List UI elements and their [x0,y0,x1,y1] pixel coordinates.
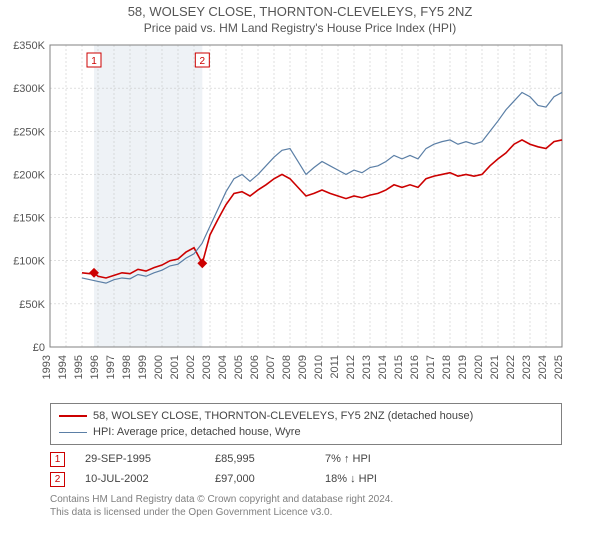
svg-text:2004: 2004 [217,355,229,379]
svg-text:2018: 2018 [441,355,453,379]
legend-item: HPI: Average price, detached house, Wyre [59,424,553,440]
svg-text:1994: 1994 [57,355,69,379]
svg-text:£350K: £350K [13,40,45,52]
sale-row: 1 29-SEP-1995 £85,995 7% ↑ HPI [50,449,562,469]
price-chart: £0 £50K £100K £150K £200K £250K £300K £350K 1993… [0,37,600,397]
svg-text:2017: 2017 [425,355,437,379]
svg-text:1993: 1993 [41,355,53,379]
legend-label: 58, WOLSEY CLOSE, THORNTON-CLEVELEYS, FY… [93,410,473,422]
svg-text:2016: 2016 [409,355,421,379]
sale-price: £97,000 [215,473,305,485]
sale-date: 29-SEP-1995 [85,453,195,465]
svg-text:2021: 2021 [489,355,501,379]
svg-text:1997: 1997 [105,355,117,379]
svg-text:2011: 2011 [329,355,341,379]
svg-text:1996: 1996 [89,355,101,379]
svg-text:2010: 2010 [313,355,325,379]
legend: 58, WOLSEY CLOSE, THORNTON-CLEVELEYS, FY… [50,403,562,445]
svg-text:2014: 2014 [377,355,389,379]
svg-text:1: 1 [91,56,97,67]
page-subtitle: Price paid vs. HM Land Registry's House … [0,21,600,35]
svg-text:1999: 1999 [137,355,149,379]
svg-text:1998: 1998 [121,355,133,379]
sales-table: 1 29-SEP-1995 £85,995 7% ↑ HPI 2 10-JUL-2002 £… [50,449,562,489]
sale-delta: 18% ↓ HPI [325,473,377,485]
svg-text:2023: 2023 [521,355,533,379]
sale-badge: 1 [50,452,65,467]
footer-line: This data is licensed under the Open Gov… [50,506,562,519]
svg-text:2003: 2003 [201,355,213,379]
svg-text:£250K: £250K [13,126,45,138]
svg-text:1995: 1995 [73,355,85,379]
svg-text:2008: 2008 [281,355,293,379]
svg-text:2020: 2020 [473,355,485,379]
footer-line: Contains HM Land Registry data © Crown c… [50,493,562,506]
svg-text:2022: 2022 [505,355,517,379]
svg-text:2015: 2015 [393,355,405,379]
svg-text:£200K: £200K [13,169,45,181]
svg-text:2009: 2009 [297,355,309,379]
legend-item: 58, WOLSEY CLOSE, THORNTON-CLEVELEYS, FY… [59,408,553,424]
svg-text:2012: 2012 [345,355,357,379]
svg-text:2013: 2013 [361,355,373,379]
svg-text:2: 2 [200,56,206,67]
page-title: 58, WOLSEY CLOSE, THORNTON-CLEVELEYS, FY… [0,4,600,19]
svg-text:2000: 2000 [153,355,165,379]
svg-text:£150K: £150K [13,213,45,225]
sale-date: 10-JUL-2002 [85,473,195,485]
svg-text:2006: 2006 [249,355,261,379]
sale-price: £85,995 [215,453,305,465]
legend-swatch [59,432,87,433]
svg-text:2002: 2002 [185,355,197,379]
svg-text:£50K: £50K [19,299,45,311]
svg-text:2007: 2007 [265,355,277,379]
legend-swatch [59,415,87,417]
chart-container: £0 £50K £100K £150K £200K £250K £300K £350K 1993… [0,37,600,397]
footer-attribution: Contains HM Land Registry data © Crown c… [50,493,562,519]
svg-text:2025: 2025 [553,355,565,379]
sale-row: 2 10-JUL-2002 £97,000 18% ↓ HPI [50,469,562,489]
legend-label: HPI: Average price, detached house, Wyre [93,426,301,438]
svg-text:£0: £0 [33,342,45,354]
svg-text:£100K: £100K [13,256,45,268]
sale-delta: 7% ↑ HPI [325,453,371,465]
title-block: 58, WOLSEY CLOSE, THORNTON-CLEVELEYS, FY… [0,0,600,37]
svg-text:2024: 2024 [537,355,549,379]
svg-text:2019: 2019 [457,355,469,379]
sale-badge: 2 [50,472,65,487]
svg-text:2001: 2001 [169,355,181,379]
svg-text:£300K: £300K [13,83,45,95]
svg-text:2005: 2005 [233,355,245,379]
